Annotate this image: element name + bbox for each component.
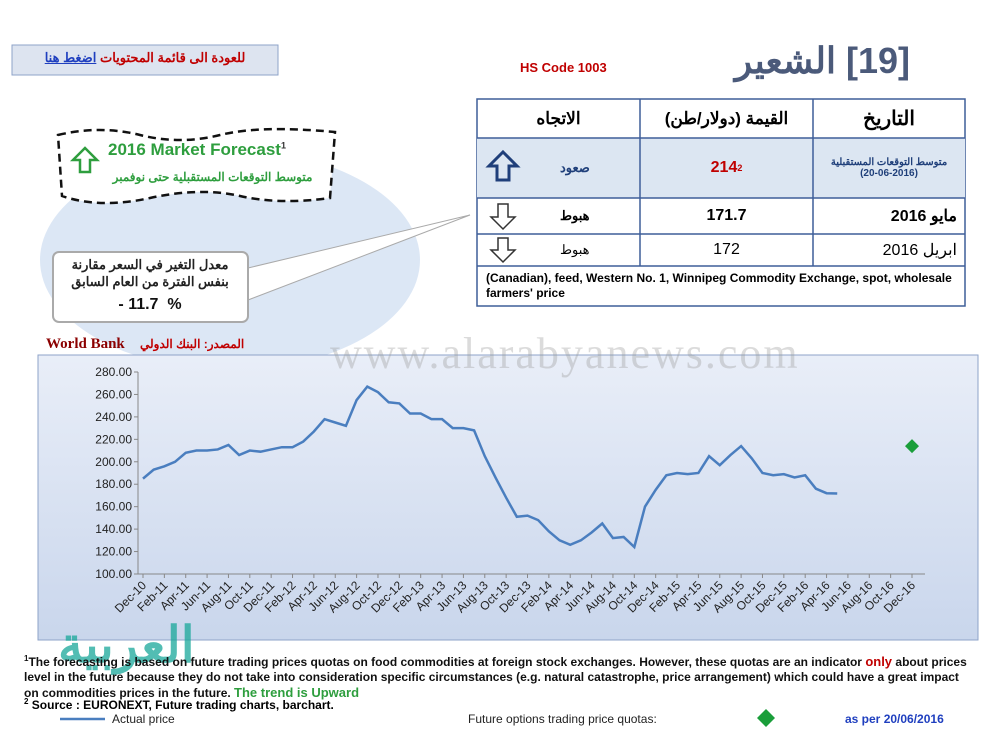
date-note: (20-06-2016) (860, 168, 918, 179)
y-tick-label: 260.00 (95, 387, 132, 401)
footnote-text: about prices level in the future because… (24, 655, 967, 700)
y-tick-label: 160.00 (95, 500, 132, 514)
y-tick-label: 240.00 (95, 410, 132, 424)
table-lines (477, 99, 965, 267)
y-tick-label: 180.00 (95, 477, 132, 491)
title-text: [19] الشعير (734, 40, 910, 81)
table-note: (Canadian), feed, Western No. 1, Winnipe… (486, 271, 952, 300)
date-cell: مايو 2016 (890, 208, 957, 225)
back-link-row: للعودة الى قائمة المحتويات اضغط هنا (14, 50, 276, 66)
y-tick-label: 280.00 (95, 365, 132, 379)
callout-text: معدل التغير في السعر مقارنة بنفس الفترة … (71, 257, 229, 289)
value-cell: 172 (713, 241, 740, 258)
back-box (11, 44, 279, 76)
forecast-title: 2016 Market Forecast1 (108, 140, 286, 160)
hs-code: HS Code 1003 (520, 60, 607, 75)
callout-value: - 11.7 % (118, 296, 182, 313)
footnote-mark: 1 (24, 654, 29, 663)
legend-label: Actual price (112, 712, 175, 726)
legend-label: Future options trading price quotas: (468, 712, 657, 726)
footnote-emphasis: only (865, 654, 893, 669)
date-text: متوسط التوقعات المستقبلية (830, 157, 948, 168)
footnote-text: Source : EURONEXT, Future trading charts… (31, 698, 334, 712)
table-frame (476, 98, 966, 307)
table-header: القيمة (دولار/طن) (664, 108, 789, 128)
forecast-point (905, 439, 919, 454)
legend-swatch (757, 709, 775, 727)
source-label: المصدر: البنك الدولي (140, 337, 245, 351)
forecast-frame (56, 127, 337, 205)
forecast-subtitle: متوسط التوقعات المستقبلية حتى نوفمبر (112, 170, 313, 184)
callout-box (52, 251, 249, 323)
trend-text: The trend is Upward (234, 685, 360, 700)
footnote-ref: 2 (737, 163, 743, 173)
footnote-mark: 2 (24, 697, 29, 706)
y-tick-label: 200.00 (95, 455, 132, 469)
up-arrow (485, 149, 521, 182)
source-name: World Bank (46, 336, 125, 352)
y-tick-label: 100.00 (95, 567, 132, 581)
y-tick-label: 220.00 (95, 432, 132, 446)
trend-cell: هبوط (560, 242, 590, 257)
value-cell: 171.7 (706, 207, 747, 224)
down-arrow (489, 203, 517, 231)
down-arrow (489, 237, 517, 264)
logo: العربية (58, 617, 195, 673)
table-row-highlight (477, 138, 965, 198)
page-title: [19] الشعير (700, 40, 910, 82)
watermark: www.alarabyanews.com (330, 329, 800, 378)
table-header: الاتجاه (536, 108, 581, 128)
footnote-2: 2 Source : EURONEXT, Future trading char… (24, 697, 334, 712)
table-header: التاريخ (863, 108, 915, 130)
forecast-title-text: 2016 Market Forecast (108, 140, 281, 159)
back-link[interactable]: اضغط هنا (44, 50, 97, 65)
date-cell: متوسط التوقعات المستقبلية (20-06-2016) (813, 138, 965, 198)
up-arrow (69, 146, 101, 174)
footnote-text: The forecasting is based on future tradi… (28, 655, 862, 669)
trend-cell: صعود (560, 160, 590, 175)
footnote-1: 1The forecasting is based on future trad… (24, 651, 969, 701)
y-tick-label: 120.00 (95, 545, 132, 559)
footnote-ref: 1 (280, 140, 286, 151)
value-cell: 214 2 (640, 138, 813, 198)
date-cell: ابريل 2016 (882, 242, 957, 259)
trend-cell: هبوط (560, 208, 590, 223)
price-line (142, 385, 838, 550)
back-text: للعودة الى قائمة المحتويات (99, 50, 246, 65)
as-of: as per 20/06/2016 (845, 712, 944, 726)
y-tick-label: 140.00 (95, 522, 132, 536)
chart-frame (37, 354, 979, 641)
value-text: 214 (710, 159, 738, 176)
